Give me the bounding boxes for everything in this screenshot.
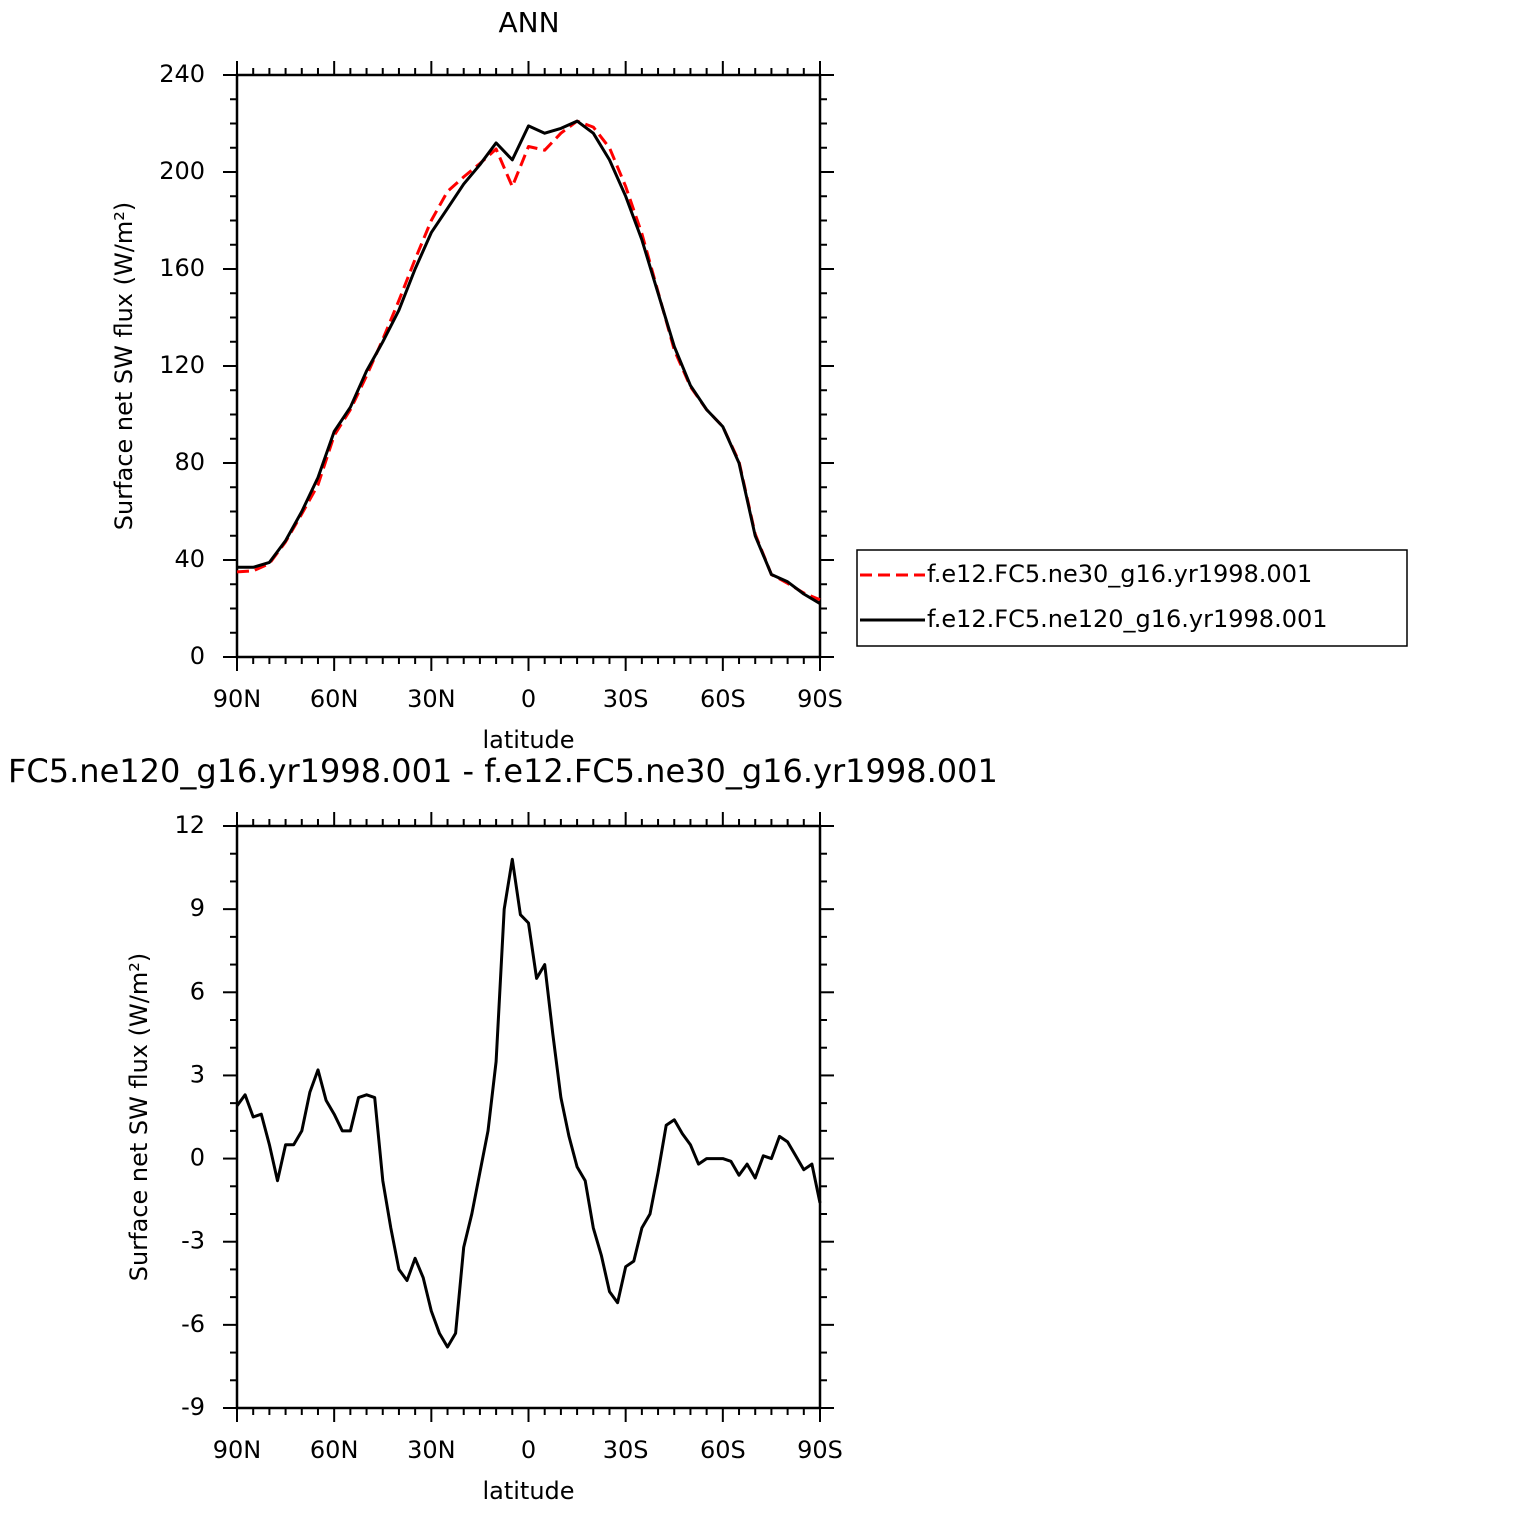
y-tick-label: 80 xyxy=(174,448,205,476)
legend-label: f.e12.FC5.ne30_g16.yr1998.001 xyxy=(927,560,1312,588)
y-tick-label: -6 xyxy=(181,1310,205,1338)
x-tick-label: 90N xyxy=(213,1436,262,1464)
x-tick-label: 90S xyxy=(797,1436,843,1464)
data-line xyxy=(235,857,822,1349)
x-tick-label: 60S xyxy=(700,685,746,713)
y-tick-label: -3 xyxy=(181,1227,205,1255)
y-tick-label: 9 xyxy=(190,894,205,922)
x-tick-label: 90N xyxy=(213,685,262,713)
x-tick-label: 90S xyxy=(797,685,843,713)
y-tick-label: 240 xyxy=(159,60,205,88)
plot-frame xyxy=(235,824,822,1410)
y-axis-label: Surface net SW flux (W/m²) xyxy=(125,953,153,1281)
x-tick-label: 0 xyxy=(521,1436,536,1464)
y-tick-label: 200 xyxy=(159,157,205,185)
y-tick-label: 40 xyxy=(174,545,205,573)
plot-frame xyxy=(235,73,822,659)
y-tick-label: 3 xyxy=(190,1060,205,1088)
data-line xyxy=(236,119,821,602)
y-tick-label: 120 xyxy=(159,351,205,379)
y-tick-label: -9 xyxy=(181,1393,205,1421)
chart-title: ANN xyxy=(498,6,559,39)
y-tick-label: 0 xyxy=(190,642,205,670)
x-tick-label: 30N xyxy=(407,1436,456,1464)
y-axis-label: Surface net SW flux (W/m²) xyxy=(110,202,138,530)
chart-title: FC5.ne120_g16.yr1998.001 - f.e12.FC5.ne3… xyxy=(8,752,998,790)
legend-box xyxy=(856,549,1408,647)
x-axis-label: latitude xyxy=(482,726,574,754)
y-tick-label: 6 xyxy=(190,977,205,1005)
data-line xyxy=(237,119,821,605)
y-tick-label: 0 xyxy=(190,1144,205,1172)
x-tick-label: 30S xyxy=(603,1436,649,1464)
x-tick-label: 60S xyxy=(700,1436,746,1464)
y-tick-label: 12 xyxy=(174,811,205,839)
x-axis-label: latitude xyxy=(482,1477,574,1505)
y-tick-label: 160 xyxy=(159,254,205,282)
x-tick-label: 0 xyxy=(521,685,536,713)
x-tick-label: 60N xyxy=(310,685,359,713)
legend-label: f.e12.FC5.ne120_g16.yr1998.001 xyxy=(927,605,1328,633)
x-tick-label: 30N xyxy=(407,685,456,713)
x-tick-label: 60N xyxy=(310,1436,359,1464)
x-tick-label: 30S xyxy=(603,685,649,713)
